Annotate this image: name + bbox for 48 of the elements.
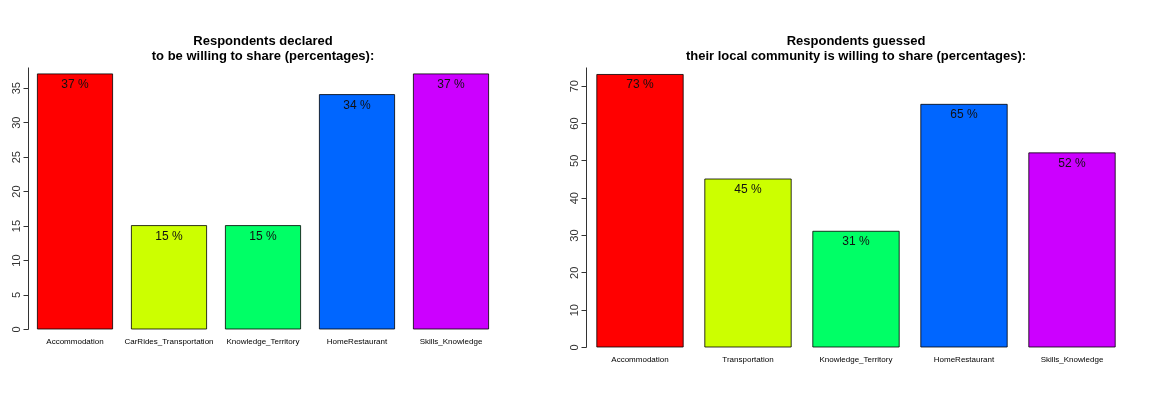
data-label: 37 % [437, 76, 465, 91]
bar [920, 103, 1008, 348]
chart-title: Respondents guessed their local community is willing to share (percentages): [685, 33, 1027, 63]
bar [225, 225, 301, 330]
y-tick-label: 40 [567, 192, 580, 205]
data-label: 31 % [842, 234, 870, 249]
y-tick-label: 50 [567, 154, 580, 167]
y-tick-label: 10 [567, 304, 580, 317]
x-tick-label: HomeRestaurant [933, 354, 996, 364]
y-tick-label: 10 [9, 254, 22, 267]
data-label: 37 % [61, 76, 89, 91]
bar [596, 74, 684, 348]
data-label: 34 % [343, 97, 371, 112]
y-tick-label: 15 [9, 219, 22, 233]
y-tick-label: 30 [567, 229, 580, 242]
data-label: 45 % [734, 182, 762, 196]
y-tick-label: 0 [9, 326, 22, 333]
bar [131, 225, 207, 330]
y-tick-label: 35 [9, 82, 22, 95]
bar [413, 73, 489, 330]
x-tick-label: CarRides_Transportation [124, 336, 214, 346]
bar [37, 73, 113, 330]
data-label: 52 % [1058, 155, 1086, 170]
y-tick-label: 20 [9, 185, 22, 198]
y-tick-label: 25 [9, 151, 22, 164]
y-tick-label: 0 [567, 344, 580, 351]
x-tick-label: Accommodation [46, 336, 104, 346]
x-tick-label: Accommodation [611, 354, 669, 364]
y-tick-label: 60 [567, 117, 580, 130]
bar [704, 178, 792, 348]
data-label: 15 % [249, 228, 277, 243]
x-tick-label: Knowledge_Territory [226, 336, 300, 346]
y-tick-label: 20 [567, 266, 580, 279]
data-label: 15 % [155, 228, 183, 243]
x-tick-label: HomeRestaurant [326, 336, 389, 346]
y-tick-label: 70 [567, 80, 580, 93]
x-tick-label: Skills_Knowledge [419, 336, 483, 346]
x-tick-label: Transportation [722, 354, 774, 364]
y-tick-label: 30 [9, 116, 22, 129]
data-label: 65 % [950, 107, 978, 122]
bar [812, 230, 900, 348]
chart-title: Respondents declared to be willing to share (percentages): [151, 33, 375, 63]
y-tick-label: 5 [9, 291, 22, 299]
data-label: 73 % [626, 77, 654, 92]
bar [319, 94, 395, 330]
bar [1028, 152, 1116, 348]
x-tick-label: Skills_Knowledge [1040, 354, 1104, 364]
x-tick-label: Knowledge_Territory [819, 354, 893, 364]
